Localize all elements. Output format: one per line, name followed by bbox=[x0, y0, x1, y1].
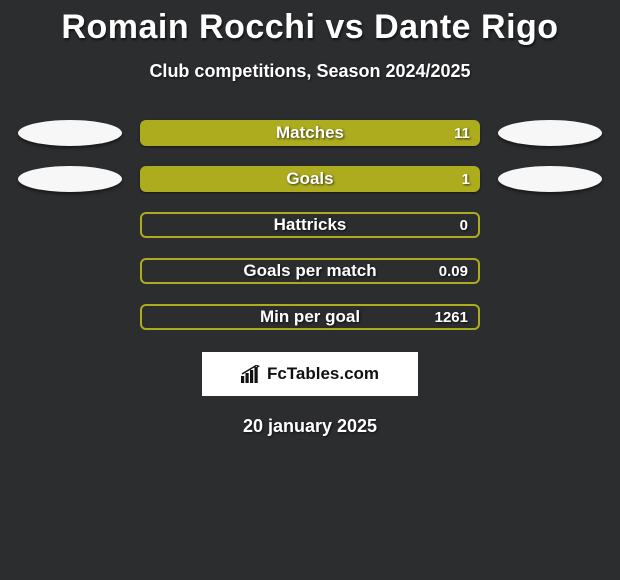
stat-value: 0 bbox=[460, 217, 468, 234]
stat-label: Hattricks bbox=[274, 215, 347, 235]
stat-bar: Goals per match 0.09 bbox=[140, 258, 480, 284]
player2-name: Dante Rigo bbox=[374, 8, 558, 46]
left-ellipse bbox=[18, 120, 122, 146]
date-label: 20 january 2025 bbox=[0, 416, 620, 437]
stat-value: 11 bbox=[454, 125, 470, 142]
title-vs: vs bbox=[325, 8, 364, 46]
stat-value: 1261 bbox=[435, 309, 468, 326]
stat-row: Hattricks 0 bbox=[0, 212, 620, 238]
brand-badge: FcTables.com bbox=[202, 352, 418, 396]
right-side bbox=[480, 166, 620, 192]
player1-name: Romain Rocchi bbox=[61, 8, 315, 46]
right-side bbox=[480, 120, 620, 146]
infographic-container: Romain Rocchi vs Dante Rigo Club competi… bbox=[0, 0, 620, 437]
left-side bbox=[0, 120, 140, 146]
stat-bar: Min per goal 1261 bbox=[140, 304, 480, 330]
left-side bbox=[0, 166, 140, 192]
brand-text: FcTables.com bbox=[267, 364, 379, 384]
stat-bar: Matches 11 bbox=[140, 120, 480, 146]
left-ellipse bbox=[18, 166, 122, 192]
stat-bar: Hattricks 0 bbox=[140, 212, 480, 238]
stat-row: Matches 11 bbox=[0, 120, 620, 146]
stat-label: Min per goal bbox=[260, 307, 360, 327]
right-ellipse bbox=[498, 166, 602, 192]
brand-chart-icon bbox=[241, 365, 261, 383]
right-ellipse bbox=[498, 120, 602, 146]
stat-value: 0.09 bbox=[439, 263, 468, 280]
stat-row: Goals 1 bbox=[0, 166, 620, 192]
stat-row: Min per goal 1261 bbox=[0, 304, 620, 330]
stats-rows: Matches 11 Goals 1 Hattricks 0 Goals per match… bbox=[0, 120, 620, 330]
stat-label: Goals bbox=[286, 169, 333, 189]
stat-label: Matches bbox=[276, 123, 344, 143]
page-title: Romain Rocchi vs Dante Rigo bbox=[0, 8, 620, 47]
stat-bar: Goals 1 bbox=[140, 166, 480, 192]
stat-row: Goals per match 0.09 bbox=[0, 258, 620, 284]
stat-value: 1 bbox=[462, 171, 470, 188]
subtitle: Club competitions, Season 2024/2025 bbox=[0, 61, 620, 82]
stat-label: Goals per match bbox=[243, 261, 376, 281]
